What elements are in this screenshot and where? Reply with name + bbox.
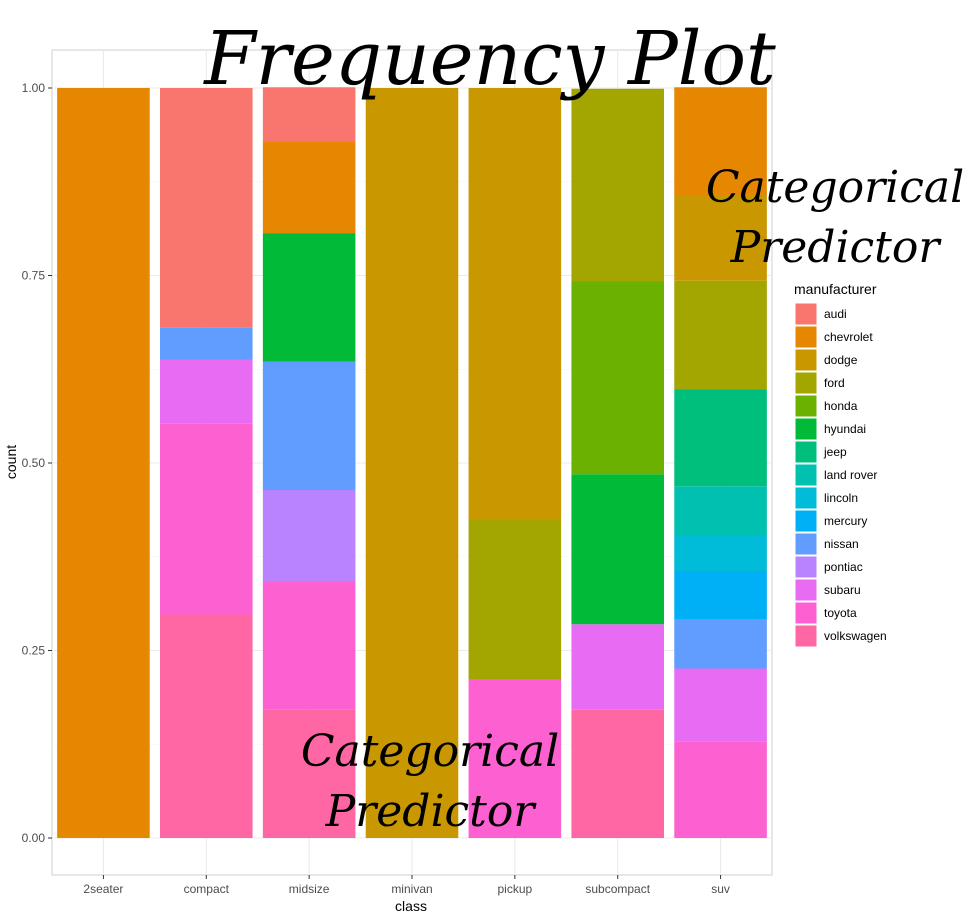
legend-swatch-chevrolet: [794, 325, 818, 349]
legend: manufacturer audi chevrolet dodge ford honda…: [794, 281, 887, 648]
bar-segment-subcompact-honda: [571, 281, 664, 475]
annotation-line-2: Predictor: [730, 222, 943, 273]
annotation-legend-side: Categorical Predictor: [706, 162, 964, 273]
legend-swatch-subaru: [794, 578, 818, 602]
x-tick-label: midsize: [289, 882, 330, 896]
bar-segment-midsize-volkswagen: [262, 709, 356, 838]
legend-label: hyundai: [824, 422, 866, 436]
legend-swatch-nissan: [794, 532, 818, 556]
x-tick-label: pickup: [498, 882, 533, 896]
bar-segment-compact-toyota: [160, 423, 253, 615]
legend-swatch-lincoln: [794, 486, 818, 510]
legend-swatch-volkswagen: [794, 624, 818, 648]
bar-segment-midsize-pontiac: [262, 490, 356, 582]
x-tick-label: 2seater: [83, 882, 123, 896]
y-tick-label: 0.75: [22, 269, 46, 283]
y-tick-label: 1.00: [22, 81, 46, 95]
x-tick-label: suv: [711, 882, 730, 896]
bar-segment-pickup-toyota: [468, 679, 562, 838]
legend-swatch-pontiac: [794, 555, 818, 579]
legend-swatch-hyundai: [794, 417, 818, 441]
bar-segment-compact-nissan: [160, 327, 253, 360]
bar-segment-midsize-hyundai: [262, 233, 356, 362]
y-tick-label: 0.00: [22, 831, 46, 845]
legend-label: toyota: [824, 606, 857, 620]
legend-label: pontiac: [824, 560, 863, 574]
bar-segment-pickup-dodge: [468, 88, 562, 520]
annotation-axis-side: Categorical Predictor: [301, 726, 559, 837]
annotation-line-2: Predictor: [325, 786, 538, 837]
x-tick-label: subcompact: [585, 882, 650, 896]
bar-segment-suv-lincoln: [674, 535, 767, 571]
legend-swatch-mercury: [794, 509, 818, 533]
legend-label: lincoln: [824, 491, 858, 505]
legend-swatch-honda: [794, 394, 818, 418]
bar-segment-suv-jeep: [674, 389, 767, 487]
bar-segment-suv-dodge: [674, 196, 767, 281]
bar-segment-midsize-audi: [262, 87, 356, 142]
bar-segment-minivan-dodge: [365, 88, 459, 838]
bar-segment-midsize-chevrolet: [262, 142, 356, 234]
y-axis-title: count: [3, 445, 19, 479]
legend-label: audi: [824, 307, 847, 321]
bars-layer: [57, 87, 767, 838]
x-tick-label: compact: [184, 882, 230, 896]
bar-segment-suv-toyota: [674, 741, 767, 838]
legend-label: subaru: [824, 583, 861, 597]
legend-swatch-dodge: [794, 348, 818, 372]
bar-segment-suv-nissan: [674, 619, 767, 669]
bar-segment-suv-land-rover: [674, 486, 767, 535]
bar-segment-suv-subaru: [674, 668, 767, 742]
x-tick-label: minivan: [391, 882, 432, 896]
legend-label: land rover: [824, 468, 877, 482]
legend-label: dodge: [824, 353, 858, 367]
bar-segment-midsize-toyota: [262, 581, 356, 710]
legend-swatch-toyota: [794, 601, 818, 625]
legend-title: manufacturer: [794, 281, 877, 297]
y-tick-label: 0.50: [22, 456, 46, 470]
legend-swatch-ford: [794, 371, 818, 395]
y-axis-ticks: 0.00 0.25 0.50 0.75 1.00: [22, 81, 52, 845]
legend-label: jeep: [823, 445, 847, 459]
legend-label: volkswagen: [824, 629, 887, 643]
legend-swatch-land-rover: [794, 463, 818, 487]
annotation-line-1: Categorical: [301, 726, 559, 777]
chart-title: Frequency Plot: [202, 16, 776, 102]
bar-segment-subcompact-hyundai: [571, 474, 664, 625]
bar-segment-suv-chevrolet: [674, 87, 767, 196]
bar-segment-2seater-chevrolet: [57, 88, 150, 838]
x-axis-ticks: 2seater compact midsize minivan pickup subcom…: [83, 875, 730, 896]
legend-swatch-audi: [794, 302, 818, 326]
legend-label: chevrolet: [824, 330, 873, 344]
legend-label: mercury: [824, 514, 867, 528]
x-axis-title: class: [395, 898, 427, 913]
bar-segment-pickup-ford: [468, 520, 562, 679]
bar-segment-subcompact-volkswagen: [571, 709, 664, 838]
legend-swatch-jeep: [794, 440, 818, 464]
bar-segment-compact-subaru: [160, 359, 253, 424]
bar-segment-compact-volkswagen: [160, 614, 253, 838]
legend-label: honda: [824, 399, 858, 413]
bar-segment-midsize-nissan: [262, 361, 356, 490]
legend-label: nissan: [824, 537, 859, 551]
bar-segment-suv-mercury: [674, 571, 767, 620]
legend-label: ford: [824, 376, 845, 390]
bar-segment-compact-audi: [160, 88, 253, 328]
annotation-line-1: Categorical: [706, 162, 964, 213]
bar-segment-suv-ford: [674, 280, 767, 390]
bar-segment-subcompact-ford: [571, 88, 664, 282]
y-tick-label: 0.25: [22, 644, 46, 658]
bar-segment-subcompact-subaru: [571, 624, 664, 710]
